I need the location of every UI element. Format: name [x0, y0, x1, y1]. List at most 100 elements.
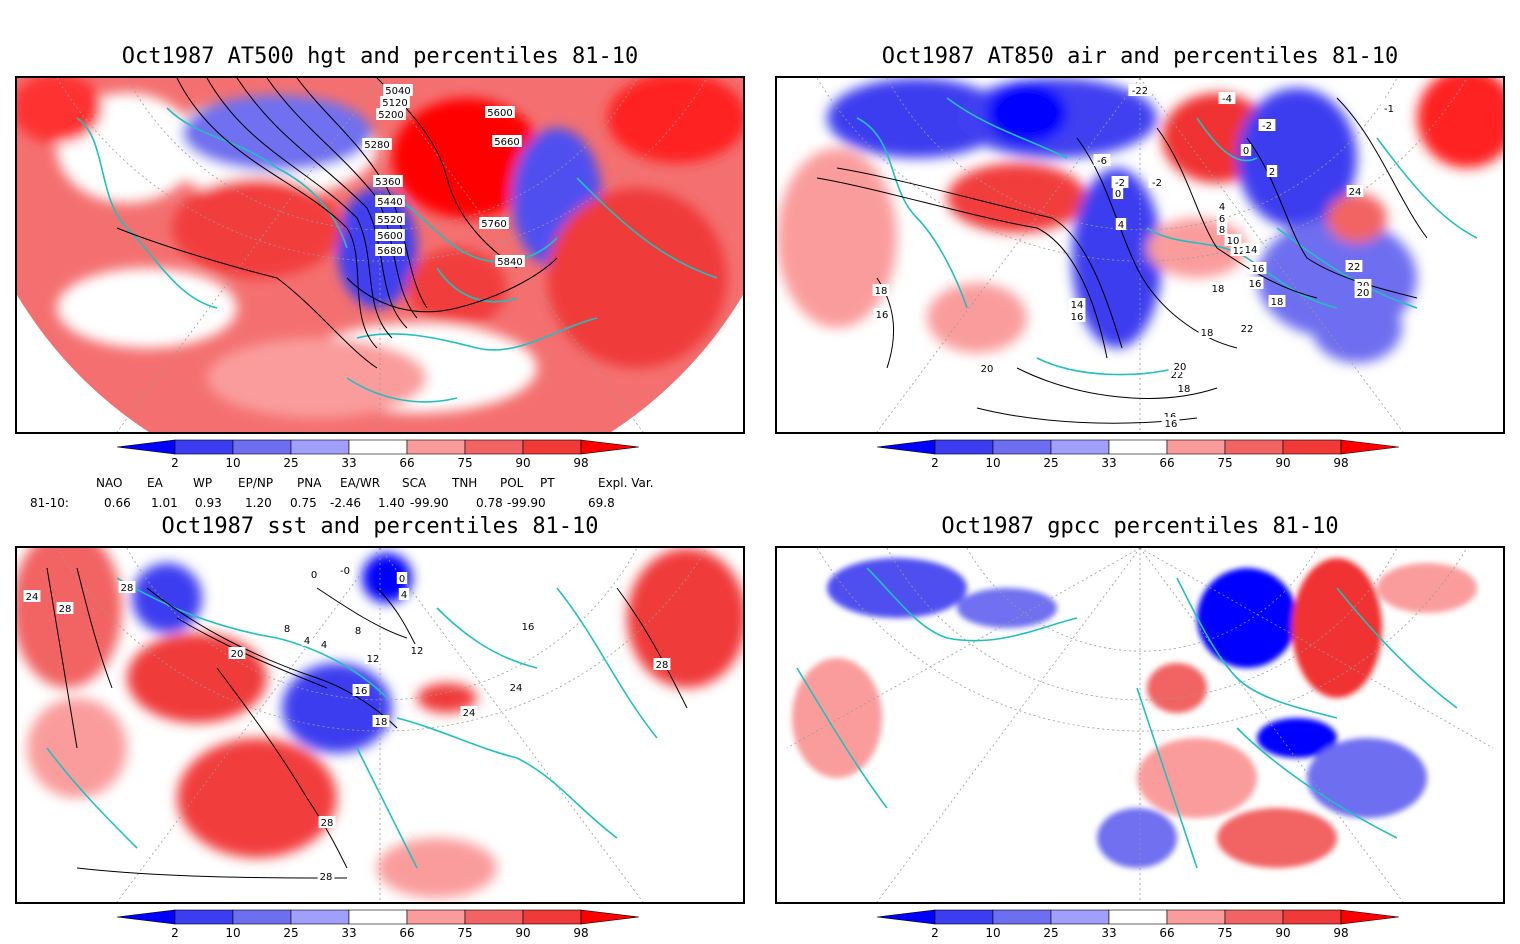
contour-labels-air: -22-4-20-6-20424681012141618202224242018…	[872, 84, 1398, 430]
index-header: EA/WR	[340, 476, 381, 490]
contour-label-bg	[1380, 102, 1398, 114]
colorbar-tick-label: 98	[573, 926, 588, 940]
contour-label-bg	[479, 217, 509, 229]
contour-label: 16	[1252, 264, 1265, 275]
contour-label-bg	[1148, 176, 1166, 188]
contour-label-bg	[1268, 295, 1286, 307]
contour-label-bg	[1346, 185, 1364, 197]
colorbar-tick-label: 33	[341, 456, 356, 470]
contour-label-bg	[336, 564, 354, 576]
colorbar-tick-label: 10	[985, 926, 1000, 940]
contour-label: -2	[1115, 178, 1125, 189]
coastlines	[46, 577, 658, 869]
colorbar-bottom-right: 2 10 25 33 66 75 90 98	[876, 908, 1407, 944]
contour-label: -6	[1097, 156, 1107, 167]
contour-label: 28	[59, 604, 72, 615]
contour-label-bg	[1354, 286, 1372, 298]
contour-label-bg	[1224, 234, 1242, 246]
colorbar-bin	[464, 909, 524, 925]
coastlines	[796, 567, 1458, 869]
colorbar-bin	[116, 439, 176, 455]
panel-title-hgt: Oct1987 AT500 hgt and percentiles 81-10	[121, 44, 639, 69]
colorbar-svg: 2 10 25 33 66 75 90 98	[116, 439, 640, 470]
colorbar-tick-label: 98	[1333, 926, 1348, 940]
contour-label: 22	[1171, 370, 1184, 381]
contour-label: 4	[401, 590, 407, 601]
coastlines	[856, 97, 1478, 376]
contour-label-bg	[308, 568, 320, 580]
anomaly-fill-hgt	[17, 78, 743, 418]
contour-label-bg	[281, 622, 293, 634]
colorbar-bin	[232, 909, 292, 925]
contour-label: 5440	[377, 197, 402, 208]
colorbar-bin	[290, 439, 350, 455]
colorbar-tick-label: 33	[1101, 456, 1116, 470]
panel-title-sst: Oct1987 sst and percentiles 81-10	[161, 514, 599, 539]
index-header: NAO	[96, 476, 123, 490]
panel-title-gpcc: Oct1987 gpcc percentiles 81-10	[941, 514, 1339, 539]
contour-label-bg	[485, 106, 515, 118]
colorbar-bin	[1166, 909, 1226, 925]
contour-label-bg	[1209, 282, 1227, 294]
colorbar-bin	[1282, 439, 1342, 455]
contour-label: 4	[304, 636, 310, 647]
contour-label: 20	[231, 649, 244, 660]
contour-label: 10	[1227, 236, 1240, 247]
index-value: 1.01	[151, 496, 178, 510]
colorbar-bin	[232, 439, 292, 455]
indices-table: NAO EA WP EP/NP PNA EA/WR SCA TNH POL PT…	[0, 474, 760, 514]
contour-label: 28	[320, 872, 333, 883]
colorbar-bin	[934, 439, 994, 455]
contour-label: 16	[876, 310, 889, 321]
contour-label-bg	[872, 284, 890, 296]
colorbar-bin	[406, 909, 466, 925]
contour-label-bg	[1175, 382, 1193, 394]
contour-label: 5200	[378, 110, 403, 121]
colorbar-tick-label: 25	[1043, 926, 1058, 940]
contour-label-bg	[118, 581, 136, 593]
contour-label-bg	[1111, 176, 1129, 188]
colorbar-bin	[1050, 439, 1110, 455]
colorbar-bin	[116, 909, 176, 925]
colorbar-bin	[1050, 909, 1110, 925]
colorbar-bin	[1340, 439, 1400, 455]
contour-label: 6	[1219, 214, 1225, 225]
contour-label-bg	[1238, 322, 1256, 334]
colorbar-tick-label: 10	[225, 456, 240, 470]
map-panel-hgt: 5040 5120 5200 5280 5360 5440 5520 5600 5680 5600…	[15, 76, 745, 434]
contour-label: 5520	[377, 215, 402, 226]
colorbar-bin	[464, 439, 524, 455]
index-header: PNA	[297, 476, 322, 490]
colorbar-top-left: 2 10 25 33 66 75 90 98	[116, 438, 647, 476]
colorbar-bin	[876, 909, 936, 925]
lat-lon-grid	[786, 548, 1494, 902]
colorbar-tick-label: 66	[399, 456, 414, 470]
colorbar-tick-label: 75	[1217, 456, 1232, 470]
map-panel-gpcc	[775, 546, 1505, 904]
contour-label-bg	[376, 108, 406, 120]
index-value: -99.90	[507, 496, 546, 510]
contour-label: 12	[367, 654, 380, 665]
contour-label-bg	[492, 135, 522, 147]
colorbar-bin	[522, 439, 582, 455]
colorbar-bin	[174, 439, 234, 455]
colorbar-svg: 2 10 25 33 66 75 90 98	[876, 909, 1400, 940]
contour-label: 4	[1118, 220, 1124, 231]
index-value: 1.20	[245, 496, 272, 510]
colorbar-tick-label: 66	[1159, 926, 1174, 940]
contour-label-bg	[383, 84, 413, 96]
contour-label: 24	[463, 708, 476, 719]
contour-label-bg	[1216, 200, 1228, 212]
colorbar-bin	[1166, 439, 1226, 455]
contour-label: 8	[355, 626, 361, 637]
contour-label: 4	[321, 640, 327, 651]
colorbar-bin	[348, 439, 408, 455]
anomaly-fill-gpcc	[792, 558, 1477, 868]
colorbar-bin	[1224, 439, 1284, 455]
index-value: 0.66	[104, 496, 131, 510]
contour-label-bg	[1258, 119, 1276, 131]
contour-label-bg	[1218, 92, 1236, 104]
contour-label: 5680	[377, 246, 402, 257]
contour-label-bg	[1345, 260, 1363, 272]
